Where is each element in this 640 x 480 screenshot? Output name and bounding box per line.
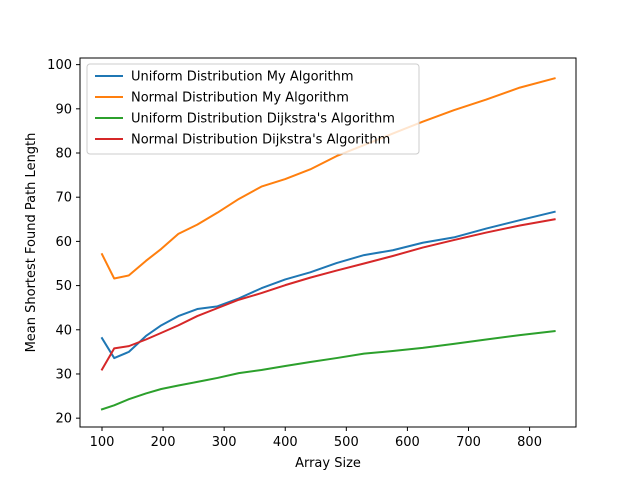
legend: Uniform Distribution My Algorithm Normal … <box>86 63 420 155</box>
legend-label-1: Uniform Distribution My Algorithm <box>131 70 354 85</box>
x-axis-label: Array Size <box>295 456 361 471</box>
y-tick-label: 40 <box>55 323 72 338</box>
x-tick-label: 800 <box>517 435 542 450</box>
series-line-1 <box>100 210 556 360</box>
y-tick-label: 70 <box>55 191 72 206</box>
y-tick-label: 100 <box>47 58 72 73</box>
legend-label-4: Normal Distribution Dijkstra's Algorithm <box>131 133 390 148</box>
plot-lines <box>100 77 556 411</box>
x-tick-label: 400 <box>273 435 298 450</box>
y-tick-label: 80 <box>55 147 72 162</box>
series-line-4 <box>100 218 556 371</box>
x-tick-label: 600 <box>395 435 420 450</box>
x-tick-label: 700 <box>456 435 481 450</box>
y-tick-label: 20 <box>55 412 72 427</box>
x-tick-label: 500 <box>334 435 359 450</box>
series-line-2 <box>100 77 556 280</box>
y-tick-label: 60 <box>55 235 72 250</box>
axes: 100 200 300 400 500 600 700 800 20 30 40 50 60 70 80 90… <box>47 57 577 450</box>
x-tick-label: 300 <box>212 435 237 450</box>
y-tick-label: 50 <box>55 279 72 294</box>
y-axis-label: Mean Shortest Found Path Length <box>24 133 39 353</box>
legend-label-2: Normal Distribution My Algorithm <box>131 91 349 106</box>
x-tick-label: 100 <box>90 435 115 450</box>
y-tick-label: 30 <box>55 367 72 382</box>
y-tick-label: 90 <box>55 102 72 117</box>
legend-box <box>86 63 420 155</box>
plot-frame <box>79 57 577 428</box>
series-line-3 <box>100 329 556 411</box>
x-tick-label: 200 <box>151 435 176 450</box>
legend-label-3: Uniform Distribution Dijkstra's Algorith… <box>131 112 395 127</box>
